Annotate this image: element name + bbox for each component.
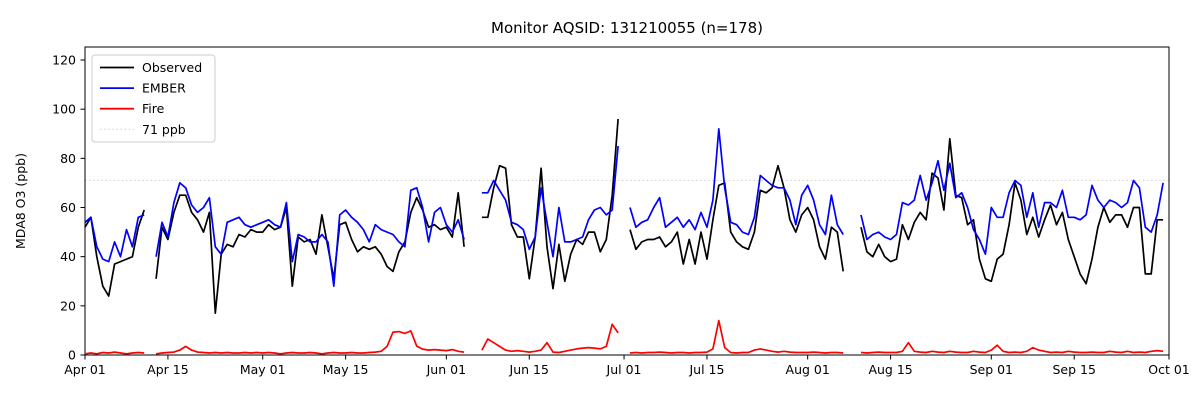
y-tick-label: 0 xyxy=(68,348,76,363)
legend-label-observed: Observed xyxy=(142,60,202,75)
fire-line xyxy=(84,319,1164,355)
x-tick-label: Apr 15 xyxy=(147,362,189,377)
plot-area: Apr 01 Apr 15 May 01 May 15 Jun 01 Jun 15 Jul … xyxy=(52,46,1190,377)
observed-line xyxy=(84,118,1164,315)
y-tick-label: 20 xyxy=(60,298,76,313)
x-tick-label: May 01 xyxy=(240,362,286,377)
y-axis-label: MDA8 O3 (ppb) xyxy=(13,153,28,249)
y-tick-label: 60 xyxy=(60,200,76,215)
x-tick-label: May 15 xyxy=(323,362,369,377)
x-tick-label: Oct 01 xyxy=(1148,362,1190,377)
x-tick-label: Apr 01 xyxy=(64,362,106,377)
y-tick-label: 120 xyxy=(52,53,76,68)
x-tick-label: Jun 01 xyxy=(426,362,466,377)
legend-box xyxy=(91,54,216,143)
legend-label-ember: EMBER xyxy=(142,81,186,96)
x-tick-label: Aug 01 xyxy=(786,362,830,377)
x-tick-label: Sep 01 xyxy=(970,362,1013,377)
y-tick-label: 40 xyxy=(60,249,76,264)
x-tick-label: Sep 15 xyxy=(1052,362,1095,377)
y-tick-label: 80 xyxy=(60,151,76,166)
legend-label-71-ppb: 71 ppb xyxy=(142,122,186,137)
legend-label-fire: Fire xyxy=(142,101,165,116)
x-tick-label: Aug 15 xyxy=(868,362,912,377)
x-tick-label: Jun 15 xyxy=(509,362,549,377)
axes-frame xyxy=(84,46,1170,356)
y-tick-label: 100 xyxy=(52,102,76,117)
chart-title: Monitor AQSID: 131210055 (n=178) xyxy=(491,19,763,37)
ember-line xyxy=(84,127,1164,288)
x-tick-label: Jul 15 xyxy=(688,362,724,377)
x-tick-label: Jul 01 xyxy=(606,362,642,377)
